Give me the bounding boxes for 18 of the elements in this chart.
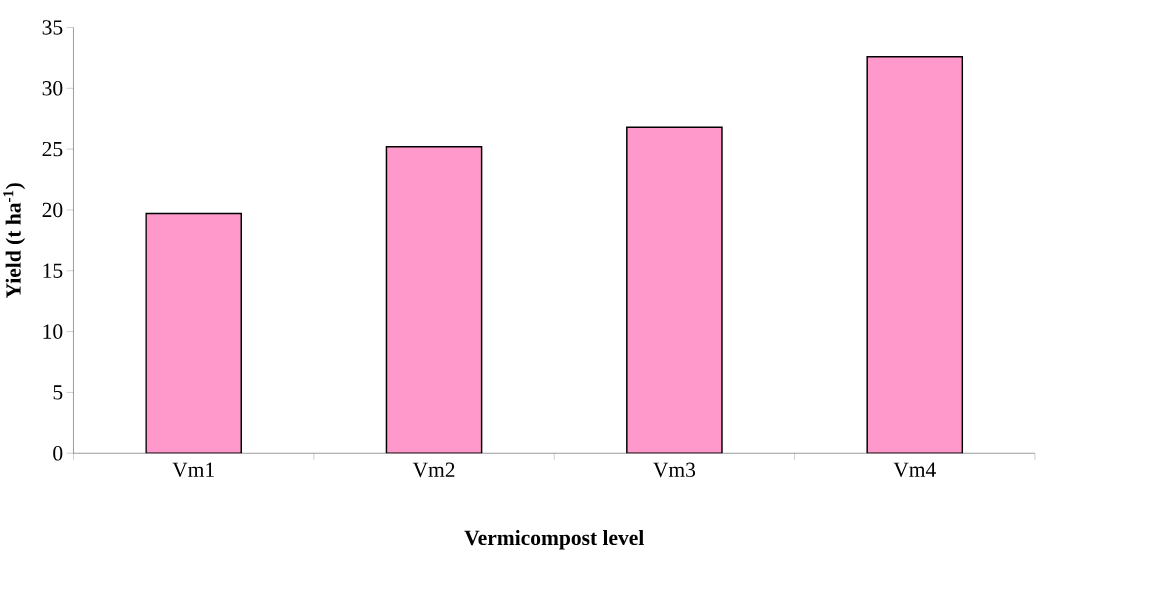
bar <box>866 56 964 454</box>
x-tick-label: Vm2 <box>412 462 455 478</box>
y-tick-label: 10 <box>43 324 63 340</box>
y-tick-label: 20 <box>42 202 63 218</box>
y-tick-label: 5 <box>53 385 63 400</box>
y-tick-label: 15 <box>43 263 63 279</box>
y-axis-title: Yield (t ha$^{-1}$) <box>3 183 26 299</box>
x-axis-title: Vermicompost level <box>464 530 644 550</box>
y-tick-label: 0 <box>53 446 63 461</box>
x-tick-label: Vm4 <box>893 462 936 478</box>
x-tick-label: Vm1 <box>172 462 214 478</box>
bar <box>145 213 242 454</box>
y-tick-label: 25 <box>42 142 63 157</box>
x-tick-label: Vm3 <box>653 462 696 478</box>
bar <box>385 146 483 454</box>
y-tick-label: 35 <box>42 20 63 35</box>
bar <box>626 126 723 454</box>
y-tick-label: 30 <box>42 81 63 96</box>
